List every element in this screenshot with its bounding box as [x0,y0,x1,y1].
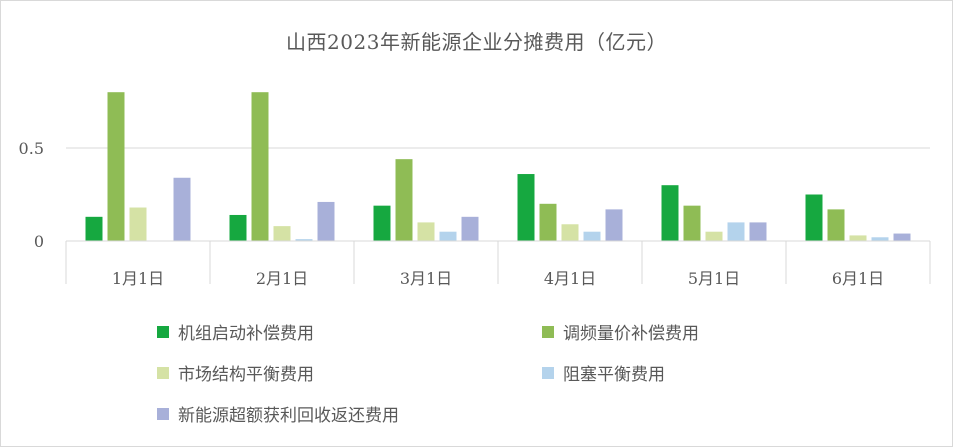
x-tick-label: 5月1日 [688,269,740,288]
bar [273,226,291,241]
bar [727,222,745,241]
bar [749,222,767,241]
bar [439,231,457,241]
bar [539,203,557,241]
bar [561,224,579,241]
bar [871,237,889,241]
bar [129,207,147,241]
bar [295,239,313,241]
bar [827,209,845,241]
bar [461,216,479,241]
chart-title: 山西2023年新能源企业分摊费用（亿元） [286,30,667,54]
bar [517,174,535,241]
bar [583,231,601,241]
bar [85,216,103,241]
bar [661,185,679,241]
bar [893,233,911,241]
bar [317,201,335,241]
bar [417,222,435,241]
bar [683,205,701,241]
bar [605,209,623,241]
bar [705,231,723,241]
bar [229,214,247,241]
bar [849,235,867,241]
x-tick-label: 4月1日 [544,269,596,288]
y-tick-label: 0 [34,232,44,251]
x-tick-label: 3月1日 [400,269,452,288]
bar [107,92,125,241]
bar [395,159,413,241]
bar [173,177,191,241]
x-tick-label: 1月1日 [112,269,164,288]
x-tick-label: 6月1日 [832,269,884,288]
bar [251,92,269,241]
bar [805,194,823,241]
x-tick-label: 2月1日 [256,269,308,288]
y-tick-label: 0.5 [19,139,44,158]
bar [373,205,391,241]
